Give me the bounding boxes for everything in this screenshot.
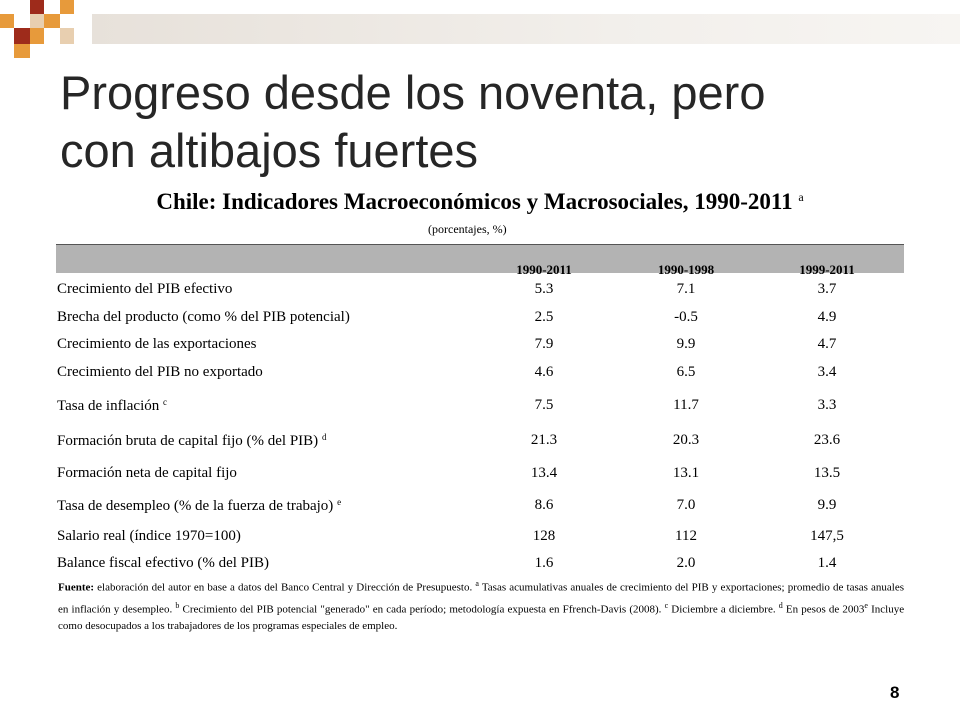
row-label-text: Salario real (índice 1970=100)	[57, 528, 241, 544]
table-header-band	[56, 244, 904, 273]
title-line-1: Progreso desde los noventa, pero	[60, 66, 766, 119]
decor-square	[60, 0, 74, 14]
table-cell: 9.9	[676, 336, 696, 352]
footnote-marker: a	[475, 579, 479, 588]
table-cell: 20.3	[672, 432, 700, 448]
column-header: 1990-2011	[516, 262, 572, 277]
footnote-text: Crecimiento del PIB potencial "generado"…	[182, 603, 662, 616]
decor-square	[30, 14, 44, 28]
row-label: Formación bruta de capital fijo (% del P…	[57, 432, 326, 450]
decor-square	[14, 44, 30, 58]
row-label-text: Formación bruta de capital fijo (% del P…	[57, 433, 319, 449]
table-cell: 6.5	[676, 364, 696, 380]
column-header: 1999-2011	[799, 262, 855, 277]
table-cell: 1.4	[817, 555, 837, 571]
row-label-text: Brecha del producto (como % del PIB pote…	[57, 309, 350, 325]
row-marker: c	[163, 397, 167, 407]
table-cell: 112	[675, 528, 697, 544]
table-cell: 21.3	[530, 432, 558, 448]
table-cell: 4.7	[817, 336, 837, 352]
table-cell: 7.5	[534, 397, 554, 413]
table-cell: 13.5	[813, 465, 841, 481]
row-marker: e	[337, 497, 342, 507]
row-label: Brecha del producto (como % del PIB pote…	[57, 309, 350, 326]
table-cell: 2.5	[534, 309, 554, 325]
table-cell: 9.9	[817, 497, 837, 513]
decor-square	[60, 28, 74, 44]
table-cell: 5.3	[534, 281, 554, 297]
table-cell: 7.1	[676, 281, 696, 297]
column-header: 1990-1998	[657, 262, 715, 277]
table-title-marker: a	[798, 190, 804, 204]
table-cell: 3.4	[817, 364, 837, 380]
row-label-text: Tasa de inflación	[57, 398, 160, 414]
table-cell: 13.1	[672, 465, 700, 481]
footnote-text: Diciembre a diciembre.	[671, 603, 776, 616]
decor-square	[30, 0, 44, 14]
row-label: Salario real (índice 1970=100)	[57, 528, 241, 545]
table-cell: -0.5	[674, 309, 698, 325]
table-cell: 8.6	[534, 497, 554, 513]
table-title-text: Chile: Indicadores Macroeconómicos y Mac…	[156, 189, 793, 214]
table-cell: 128	[532, 528, 556, 544]
footnote-marker: c	[664, 600, 669, 610]
table-cell: 4.6	[534, 364, 554, 380]
row-label: Tasa de inflación c	[57, 397, 167, 415]
row-marker: d	[321, 432, 327, 442]
row-label: Crecimiento del PIB efectivo	[57, 281, 232, 298]
table-cell: 23.6	[813, 432, 841, 448]
table-title: Chile: Indicadores Macroeconómicos y Mac…	[0, 189, 960, 215]
row-label: Balance fiscal efectivo (% del PIB)	[57, 555, 269, 572]
row-label-text: Balance fiscal efectivo (% del PIB)	[57, 555, 269, 571]
footnote-source-label: Fuente:	[58, 581, 95, 594]
table-cell: 7.9	[534, 336, 554, 352]
table-cell: 4.9	[817, 309, 837, 325]
table-cell: 2.0	[676, 555, 696, 571]
decor-square	[44, 14, 60, 28]
row-label-text: Formación neta de capital fijo	[57, 465, 237, 481]
slide-title: Progreso desde los noventa, pero con alt…	[60, 64, 920, 180]
row-label: Formación neta de capital fijo	[57, 465, 237, 482]
row-label: Tasa de desempleo (% de la fuerza de tra…	[57, 497, 341, 515]
decor-square	[30, 28, 44, 44]
page-number: 8	[890, 683, 900, 702]
header-bar	[92, 14, 960, 44]
table-cell: 11.7	[673, 397, 699, 413]
table-cell: 7.0	[676, 497, 696, 513]
row-label: Crecimiento de las exportaciones	[57, 336, 257, 353]
row-label-text: Crecimiento del PIB no exportado	[57, 364, 263, 380]
table-units: (porcentajes, %)	[428, 222, 507, 236]
row-label-text: Crecimiento de las exportaciones	[57, 336, 257, 352]
footnote-text: En pesos de 2003	[785, 603, 865, 616]
row-label-text: Tasa de desempleo (% de la fuerza de tra…	[57, 498, 334, 514]
row-label-text: Crecimiento del PIB efectivo	[57, 281, 233, 297]
decor-square	[0, 14, 14, 28]
table-footnote: Fuente: elaboración del autor en base a …	[58, 575, 904, 635]
footnote-text: Incluye como desocupados a los trabajado…	[58, 603, 905, 633]
table-cell: 1.6	[534, 555, 554, 571]
footnote-text: Tasas acumulativas anuales de crecimient…	[58, 581, 905, 616]
title-line-2: con altibajos fuertes	[60, 124, 479, 177]
table-cell: 3.7	[817, 281, 837, 297]
table-cell: 13.4	[530, 465, 558, 481]
footnote-marker: d	[778, 600, 783, 610]
table-cell: 147,5	[810, 528, 844, 544]
footnote-marker: e	[864, 600, 868, 610]
decor-square	[14, 28, 30, 44]
footnote-text: elaboración del autor en base a datos de…	[97, 581, 473, 594]
row-label: Crecimiento del PIB no exportado	[57, 364, 263, 381]
footnote-marker: b	[175, 600, 180, 610]
table-cell: 3.3	[817, 397, 837, 413]
